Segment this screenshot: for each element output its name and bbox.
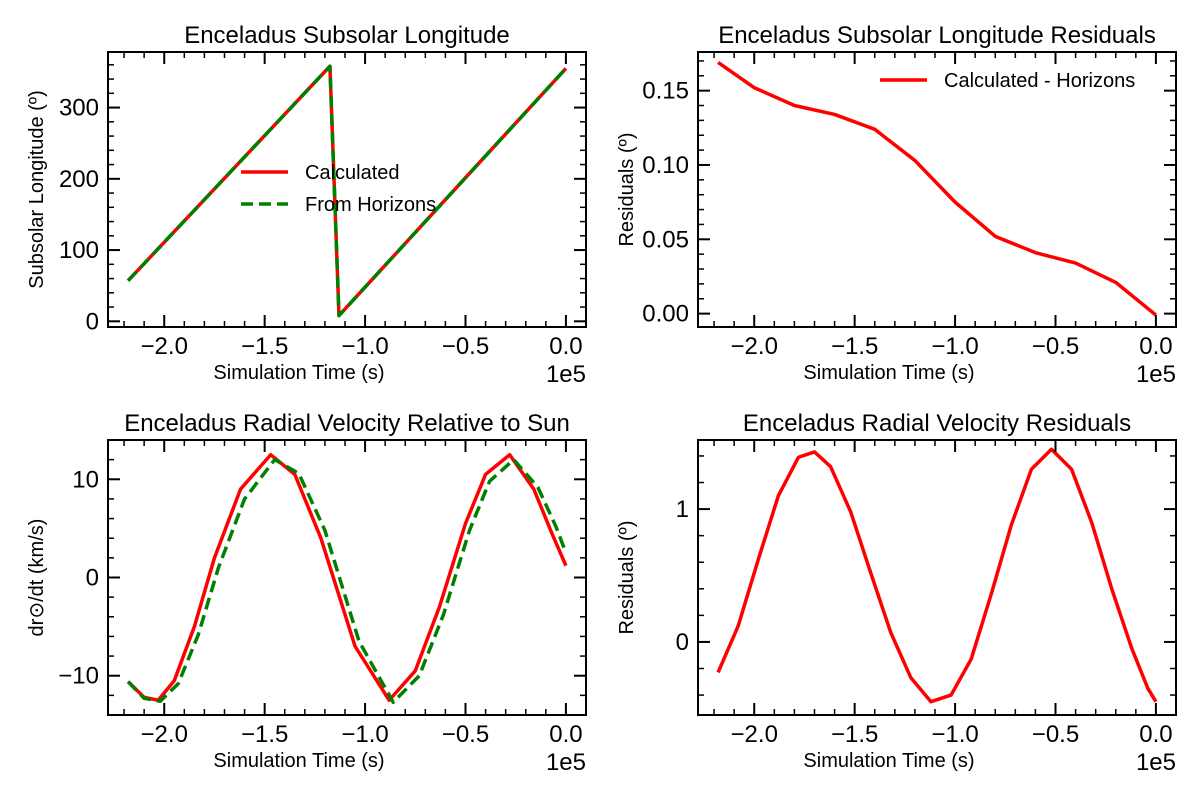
series-line-calculated: [717, 60, 1158, 317]
y-tick-label: 200: [59, 166, 99, 193]
chart-panel-3: Enceladus Radial Velocity Relative to Su…: [26, 410, 587, 776]
x-tick-label: −0.5: [442, 721, 489, 748]
x-tick-label: −2.0: [731, 333, 778, 360]
chart-panel-1: Enceladus Subsolar Longitude −2.0 −1.5 −1.0…: [26, 22, 587, 388]
chart-panel-4: Enceladus Radial Velocity Residuals −2.0 −…: [616, 410, 1177, 776]
x-tick-label: −1.5: [831, 721, 878, 748]
y-tick-label: 0.05: [642, 226, 689, 253]
x-tick-label: −1.5: [241, 333, 288, 360]
series-line-calculated: [126, 452, 568, 703]
x-axis-label: Simulation Time (s): [803, 362, 974, 384]
y-axis-label: Subsolar Longitude (º): [26, 90, 48, 289]
x-offset-label: 1e5: [1136, 361, 1176, 388]
x-axis-label: Simulation Time (s): [803, 750, 974, 772]
x-tick-label: 0.0: [549, 721, 582, 748]
legend-label: Calculated: [305, 162, 400, 184]
x-axis-label: Simulation Time (s): [213, 750, 384, 772]
x-tick-label: −2.0: [731, 721, 778, 748]
y-tick-label: 0: [86, 565, 99, 592]
y-tick-label: 0: [86, 308, 99, 335]
x-tick-label: −2.0: [141, 721, 188, 748]
plot-frame: [107, 51, 587, 328]
chart-title: Enceladus Subsolar Longitude: [184, 22, 510, 49]
series-line-calculated: [126, 64, 568, 318]
chart-title: Enceladus Radial Velocity Residuals: [743, 410, 1131, 437]
legend-label: Calculated - Horizons: [944, 70, 1135, 92]
y-tick-label: 0.00: [642, 301, 689, 328]
x-tick-label: −0.5: [1032, 333, 1079, 360]
x-tick-label: −1.0: [341, 333, 388, 360]
chart-panel-2: Enceladus Subsolar Longitude Residuals −2…: [616, 22, 1177, 388]
y-tick-label: 100: [59, 237, 99, 264]
x-tick-label: −0.5: [442, 333, 489, 360]
y-tick-label: 300: [59, 95, 99, 122]
x-tick-label: −1.0: [341, 721, 388, 748]
x-offset-label: 1e5: [546, 749, 586, 776]
x-tick-label: −0.5: [1032, 721, 1079, 748]
series-line-from-horizons: [126, 457, 568, 704]
y-axis-label: Residuals (º): [616, 132, 638, 246]
series-line-from-horizons: [126, 64, 568, 318]
x-tick-label: −1.0: [931, 333, 978, 360]
legend-label: From Horizons: [305, 194, 436, 216]
y-axis-label: Residuals (º): [616, 520, 638, 634]
y-tick-label: 1: [676, 496, 689, 523]
x-tick-label: −1.5: [831, 333, 878, 360]
x-offset-label: 1e5: [1136, 749, 1176, 776]
x-tick-label: −1.0: [931, 721, 978, 748]
chart-title: Enceladus Radial Velocity Relative to Su…: [124, 410, 570, 437]
x-tick-label: −2.0: [141, 333, 188, 360]
plot-frame: [107, 439, 587, 716]
series-line-calculated: [716, 447, 1158, 704]
x-tick-label: 0.0: [1139, 721, 1172, 748]
y-tick-label: 0.15: [642, 78, 689, 105]
x-tick-label: 0.0: [1139, 333, 1172, 360]
x-tick-label: −1.5: [241, 721, 288, 748]
plot-frame: [697, 51, 1177, 328]
plot-frame: [697, 439, 1177, 716]
y-tick-label: −10: [58, 663, 99, 690]
y-tick-label: 0: [676, 629, 689, 656]
x-axis-label: Simulation Time (s): [213, 362, 384, 384]
y-tick-label: 10: [72, 466, 99, 493]
x-tick-label: 0.0: [549, 333, 582, 360]
x-offset-label: 1e5: [546, 361, 586, 388]
chart-title: Enceladus Subsolar Longitude Residuals: [718, 22, 1156, 49]
y-tick-label: 0.10: [642, 152, 689, 179]
y-axis-label: dr⊙/dt (km/s): [26, 519, 48, 637]
